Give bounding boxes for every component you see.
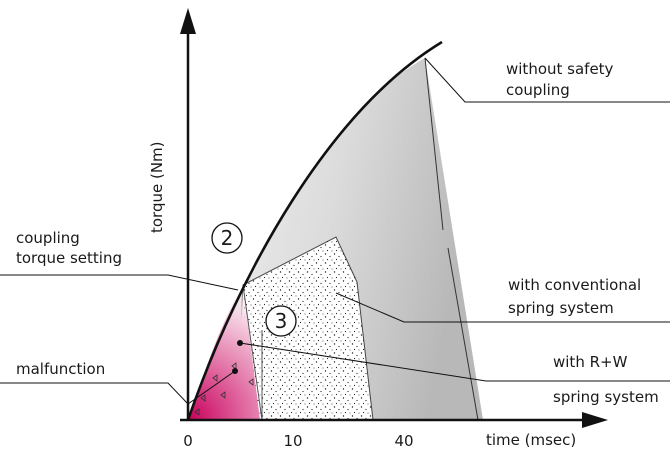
triangle-markers: [194, 362, 254, 416]
x-axis-arrow: [582, 412, 608, 428]
marker-two: 2: [221, 226, 234, 250]
label-without-safety-1: without safety: [506, 60, 614, 78]
label-conventional-1: with conventional: [508, 276, 641, 294]
marker-three: 3: [275, 309, 288, 333]
rw-dot: [237, 340, 243, 346]
y-axis-arrow: [180, 8, 196, 34]
leader-conventional: [335, 292, 670, 323]
x-tick-40: 40: [394, 432, 413, 450]
leader-without-safety: [424, 57, 670, 103]
rw-boundary: [242, 284, 263, 421]
circle-two: [211, 222, 243, 254]
label-malfunction: malfunction: [16, 360, 105, 378]
label-setting-1: coupling: [16, 229, 80, 247]
envelope-curve: [186, 40, 443, 421]
leader-malfunction: [0, 370, 236, 405]
label-without-safety-2: coupling: [506, 81, 570, 99]
label-rw-1: with R+W: [553, 353, 628, 371]
label-rw-2: spring system: [553, 388, 659, 406]
region-rw: [188, 285, 260, 420]
region-conventional-dots: [236, 237, 373, 420]
x-axis-label: time (msec): [486, 431, 576, 449]
grey-inner-line: [424, 57, 444, 231]
x-tick-10: 10: [283, 432, 302, 450]
label-setting-2: torque setting: [16, 249, 122, 267]
leader-setting: [0, 274, 239, 291]
leader-rw: [239, 342, 670, 382]
x-tick-0: 0: [183, 432, 193, 450]
label-conventional-2: spring system: [508, 299, 614, 317]
malfunction-dot: [232, 368, 238, 374]
grey-inner-line-2: [447, 247, 479, 421]
y-axis-label: torque (Nm): [148, 141, 166, 233]
circle-three: [265, 305, 297, 337]
